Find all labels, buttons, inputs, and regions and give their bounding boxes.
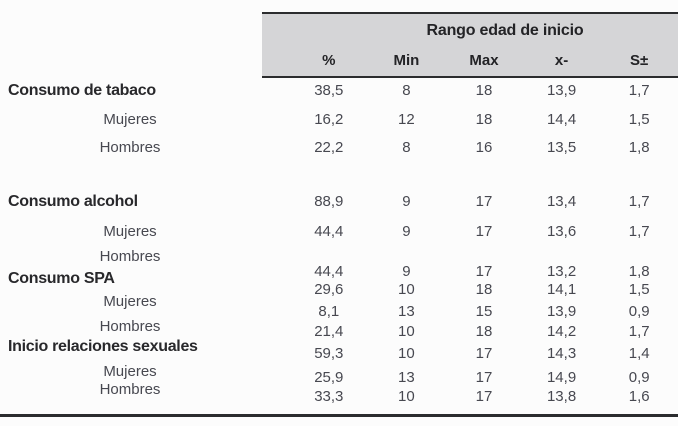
header-background-band — [262, 14, 678, 76]
cell-sd: 1,8 — [628, 263, 650, 280]
table-row: 33,3 10 17 13,8 1,6 — [290, 387, 678, 407]
cell-min: 8 — [402, 139, 411, 156]
cell-percent: 59,3 — [314, 345, 344, 362]
cell-sd: 1,7 — [628, 223, 650, 240]
column-header-sd: S± — [630, 52, 649, 69]
cell-max: 18 — [475, 111, 493, 128]
cell-percent: 25,9 — [314, 369, 344, 386]
cell-percent: 33,3 — [314, 388, 344, 405]
cell-percent: 44,4 — [314, 263, 344, 280]
table-row: 25,9 13 17 14,9 0,9 — [290, 368, 678, 388]
row-label-sub: Mujeres — [103, 223, 157, 240]
row-label-sub: Mujeres — [103, 293, 157, 310]
column-header-mean: x- — [554, 52, 569, 69]
column-header-max: Max — [469, 52, 499, 69]
cell-max: 15 — [475, 303, 493, 320]
cell-mean: 13,4 — [546, 193, 577, 210]
column-header-percent: % — [322, 52, 336, 69]
cell-mean: 14,3 — [546, 345, 577, 362]
cell-sd: 0,9 — [628, 303, 650, 320]
table-spanner-title: Rango edad de inicio — [426, 22, 584, 39]
table-row: 44,4 9 17 13,2 1,8 — [290, 262, 678, 282]
table-row: 21,4 10 18 14,2 1,7 — [290, 322, 678, 342]
table-row: 38,5 8 18 13,9 1,7 — [290, 81, 678, 101]
cell-max: 18 — [475, 281, 493, 298]
cell-mean: 13,9 — [546, 303, 577, 320]
row-label-sub: Hombres — [99, 139, 161, 156]
cell-max: 17 — [475, 369, 493, 386]
cell-percent: 8,1 — [318, 303, 340, 320]
cell-max: 17 — [475, 223, 493, 240]
row-label-sub: Hombres — [99, 381, 161, 398]
cell-min: 10 — [398, 388, 415, 405]
cell-mean: 13,9 — [546, 82, 577, 99]
cell-min: 9 — [402, 263, 411, 280]
row-label-section: Consumo alcohol — [8, 193, 138, 210]
cell-percent: 29,6 — [314, 281, 344, 298]
table-row: 29,6 10 18 14,1 1,5 — [290, 280, 678, 300]
cell-mean: 13,8 — [546, 388, 577, 405]
cell-mean: 14,4 — [546, 111, 577, 128]
cell-percent: 22,2 — [314, 139, 344, 156]
cell-percent: 44,4 — [314, 223, 344, 240]
cell-max: 18 — [475, 82, 493, 99]
cell-sd: 1,6 — [628, 388, 650, 405]
cell-percent: 16,2 — [314, 111, 344, 128]
table-row: 44,4 9 17 13,6 1,7 — [290, 222, 678, 242]
cell-min: 10 — [398, 345, 415, 362]
row-label-sub: Mujeres — [103, 363, 157, 380]
column-header-row: % Min Max x- S± — [290, 51, 678, 71]
table-row: 8,1 13 15 13,9 0,9 — [290, 302, 678, 322]
cell-sd: 1,7 — [628, 193, 650, 210]
header-bottom-rule — [262, 76, 678, 78]
row-label-section: Inicio relaciones sexuales — [8, 338, 198, 355]
table-row: 88,9 9 17 13,4 1,7 — [290, 192, 678, 212]
row-label-sub: Mujeres — [103, 111, 157, 128]
cell-max: 17 — [475, 263, 493, 280]
table-row: 59,3 10 17 14,3 1,4 — [290, 344, 678, 364]
cell-sd: 1,8 — [628, 139, 650, 156]
header-top-rule — [262, 12, 678, 14]
cell-percent: 38,5 — [314, 82, 344, 99]
cell-percent: 88,9 — [314, 193, 344, 210]
cell-max: 17 — [475, 388, 493, 405]
table-bottom-rule — [0, 414, 678, 417]
cell-sd: 1,4 — [628, 345, 650, 362]
cell-min: 9 — [402, 223, 411, 240]
cell-min: 10 — [398, 323, 415, 340]
cell-min: 13 — [398, 303, 415, 320]
cell-mean: 14,2 — [546, 323, 577, 340]
row-label-section: Consumo SPA — [8, 270, 115, 287]
cell-mean: 14,1 — [546, 281, 577, 298]
row-label-section: Consumo de tabaco — [8, 82, 156, 99]
cell-sd: 1,5 — [628, 111, 650, 128]
cell-min: 13 — [398, 369, 415, 386]
cell-max: 17 — [475, 345, 493, 362]
table-row: 16,2 12 18 14,4 1,5 — [290, 110, 678, 130]
cell-mean: 13,6 — [546, 223, 577, 240]
cell-sd: 1,7 — [628, 323, 650, 340]
cell-max: 18 — [475, 323, 493, 340]
row-label-sub: Hombres — [99, 318, 161, 335]
cell-mean: 13,5 — [546, 139, 577, 156]
cell-sd: 0,9 — [628, 369, 650, 386]
cell-min: 12 — [398, 111, 415, 128]
cell-min: 8 — [402, 82, 411, 99]
cell-percent: 21,4 — [314, 323, 344, 340]
cell-max: 17 — [475, 193, 493, 210]
table-row: 22,2 8 16 13,5 1,8 — [290, 138, 678, 158]
cell-sd: 1,5 — [628, 281, 650, 298]
cell-max: 16 — [475, 139, 493, 156]
cell-sd: 1,7 — [628, 82, 650, 99]
row-label-sub: Hombres — [99, 248, 161, 265]
column-header-min: Min — [393, 52, 420, 69]
cell-min: 9 — [402, 193, 411, 210]
cell-mean: 14,9 — [546, 369, 577, 386]
cell-min: 10 — [398, 281, 415, 298]
cell-mean: 13,2 — [546, 263, 577, 280]
